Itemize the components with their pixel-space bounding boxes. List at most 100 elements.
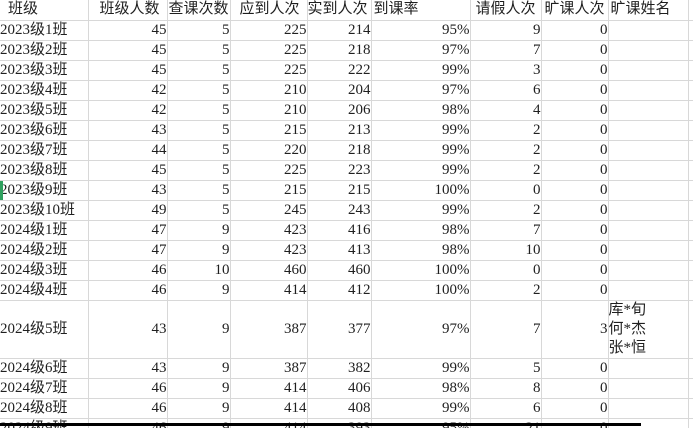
cell-check-count[interactable]: 9: [166, 377, 231, 399]
cell-rate[interactable]: 100%: [370, 179, 471, 201]
cell-class-size[interactable]: 46: [87, 397, 168, 419]
cell-expected[interactable]: 414: [229, 397, 308, 419]
cell-check-count[interactable]: 5: [166, 159, 231, 181]
cell-leave[interactable]: 6: [469, 79, 542, 101]
cell-rate[interactable]: 100%: [370, 259, 471, 281]
column-header-absent-names[interactable]: 旷课姓名: [607, 0, 689, 21]
cell-actual[interactable]: 223: [306, 159, 372, 181]
cell-actual[interactable]: 412: [306, 279, 372, 301]
column-header-class[interactable]: 班级: [0, 0, 89, 21]
cell-leave[interactable]: 0: [469, 259, 542, 281]
cell-absent-names[interactable]: [607, 179, 689, 201]
cell-leave[interactable]: 2: [469, 139, 542, 161]
cell-absent-names[interactable]: [607, 259, 689, 281]
cell-class-size[interactable]: 44: [87, 139, 168, 161]
cell-leave[interactable]: 5: [469, 357, 542, 379]
cell-absent[interactable]: 0: [540, 99, 609, 121]
cell-actual[interactable]: 218: [306, 139, 372, 161]
cell-class-size[interactable]: 47: [87, 239, 168, 261]
cell-actual[interactable]: 213: [306, 119, 372, 141]
cell-absent[interactable]: 0: [540, 239, 609, 261]
cell-actual[interactable]: 413: [306, 239, 372, 261]
cell-check-count[interactable]: 5: [166, 199, 231, 221]
cell-rate[interactable]: 97%: [370, 39, 471, 61]
cell-class-size[interactable]: 45: [87, 159, 168, 181]
cell-expected[interactable]: 220: [229, 139, 308, 161]
cell-absent[interactable]: 0: [540, 159, 609, 181]
cell-rate[interactable]: 97%: [370, 79, 471, 101]
column-header-rate[interactable]: 到课率: [370, 0, 471, 21]
cell-class-name[interactable]: 2023级5班: [0, 99, 89, 121]
cell-rate[interactable]: 97%: [370, 299, 471, 359]
cell-expected[interactable]: 414: [229, 279, 308, 301]
cell-class-size[interactable]: 45: [87, 19, 168, 41]
cell-class-name[interactable]: 2023级7班: [0, 139, 89, 161]
cell-expected[interactable]: 210: [229, 79, 308, 101]
cell-leave[interactable]: 2: [469, 159, 542, 181]
cell-absent-names[interactable]: [607, 119, 689, 141]
cell-rate[interactable]: 95%: [370, 19, 471, 41]
cell-absent-names[interactable]: 库*旬 何*杰 张*恒: [607, 299, 689, 359]
cell-leave[interactable]: 10: [469, 239, 542, 261]
cell-expected[interactable]: 210: [229, 99, 308, 121]
cell-leave[interactable]: 6: [469, 397, 542, 419]
cell-absent-names[interactable]: [607, 39, 689, 61]
cell-expected[interactable]: 245: [229, 199, 308, 221]
column-header-class-size[interactable]: 班级人数: [87, 0, 168, 21]
cell-absent[interactable]: 0: [540, 139, 609, 161]
cell-expected[interactable]: 460: [229, 259, 308, 281]
cell-check-count[interactable]: 9: [166, 219, 231, 241]
cell-absent-names[interactable]: [607, 139, 689, 161]
cell-class-size[interactable]: 47: [87, 219, 168, 241]
cell-absent-names[interactable]: [607, 19, 689, 41]
cell-class-name[interactable]: 2024级4班: [0, 279, 89, 301]
cell-expected[interactable]: 225: [229, 59, 308, 81]
cell-class-size[interactable]: 42: [87, 99, 168, 121]
column-header-check-count[interactable]: 查课次数: [166, 0, 231, 21]
cell-expected[interactable]: 423: [229, 219, 308, 241]
cell-class-name[interactable]: 2023级3班: [0, 59, 89, 81]
cell-check-count[interactable]: 5: [166, 79, 231, 101]
cell-class-size[interactable]: 43: [87, 119, 168, 141]
cell-rate[interactable]: 99%: [370, 357, 471, 379]
cell-expected[interactable]: 414: [229, 377, 308, 399]
cell-absent-names[interactable]: [607, 99, 689, 121]
cell-rate[interactable]: 99%: [370, 119, 471, 141]
cell-absent[interactable]: 0: [540, 59, 609, 81]
cell-actual[interactable]: 218: [306, 39, 372, 61]
cell-class-name[interactable]: 2023级1班: [0, 19, 89, 41]
cell-check-count[interactable]: 5: [166, 119, 231, 141]
cell-check-count[interactable]: 9: [166, 397, 231, 419]
cell-rate[interactable]: 99%: [370, 199, 471, 221]
cell-check-count[interactable]: 5: [166, 39, 231, 61]
cell-absent-names[interactable]: [607, 357, 689, 379]
cell-actual[interactable]: 222: [306, 59, 372, 81]
cell-rate[interactable]: 99%: [370, 397, 471, 419]
cell-absent[interactable]: 0: [540, 79, 609, 101]
cell-class-name[interactable]: 2024级6班: [0, 357, 89, 379]
cell-class-size[interactable]: 43: [87, 299, 168, 359]
cell-rate[interactable]: 98%: [370, 239, 471, 261]
cell-class-name[interactable]: 2024级8班: [0, 397, 89, 419]
cell-absent[interactable]: 0: [540, 199, 609, 221]
cell-check-count[interactable]: 5: [166, 59, 231, 81]
cell-expected[interactable]: 215: [229, 119, 308, 141]
cell-check-count[interactable]: 9: [166, 239, 231, 261]
cell-leave[interactable]: 2: [469, 199, 542, 221]
cell-actual[interactable]: 215: [306, 179, 372, 201]
cell-class-size[interactable]: 46: [87, 259, 168, 281]
cell-rate[interactable]: 100%: [370, 279, 471, 301]
cell-check-count[interactable]: 5: [166, 139, 231, 161]
cell-class-name[interactable]: 2023级6班: [0, 119, 89, 141]
cell-rate[interactable]: 99%: [370, 139, 471, 161]
cell-rate[interactable]: 98%: [370, 377, 471, 399]
cell-absent-names[interactable]: [607, 159, 689, 181]
cell-actual[interactable]: 214: [306, 19, 372, 41]
cell-absent-names[interactable]: [607, 279, 689, 301]
cell-leave[interactable]: 7: [469, 299, 542, 359]
cell-expected[interactable]: 225: [229, 19, 308, 41]
cell-expected[interactable]: 225: [229, 39, 308, 61]
cell-expected[interactable]: 387: [229, 299, 308, 359]
cell-leave[interactable]: 3: [469, 59, 542, 81]
cell-absent[interactable]: 0: [540, 39, 609, 61]
